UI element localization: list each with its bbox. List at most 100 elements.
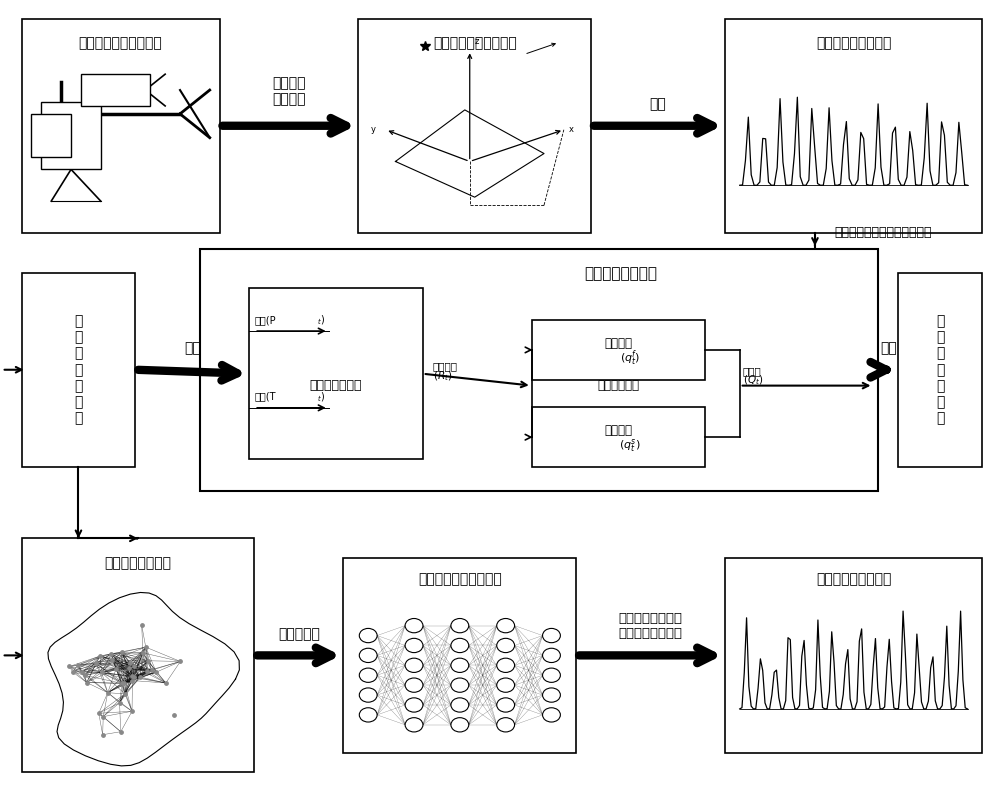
Text: $_t$): $_t$)	[317, 313, 325, 327]
Text: 率定流域水文模型: 率定流域水文模型	[584, 266, 657, 281]
Point	[74, 666, 90, 678]
Text: 输入: 输入	[184, 341, 201, 356]
Text: $(Q_t)$: $(Q_t)$	[743, 373, 763, 387]
Text: x: x	[569, 125, 574, 134]
Text: 输入校正后的长系列气象过程: 输入校正后的长系列气象过程	[835, 226, 932, 240]
Text: 温度(T: 温度(T	[254, 392, 276, 401]
Point	[108, 662, 124, 675]
Circle shape	[359, 648, 377, 662]
Bar	[81, 74, 150, 106]
Text: 实
测
日
径
流
过
程: 实 测 日 径 流 过 程	[74, 314, 83, 425]
Text: 线性演算模块: 线性演算模块	[597, 379, 639, 392]
Text: 季节性贝叶斯模式平均: 季节性贝叶斯模式平均	[433, 36, 517, 50]
Circle shape	[497, 658, 515, 673]
Text: 输出: 输出	[880, 341, 897, 356]
Text: $_t$): $_t$)	[317, 390, 325, 403]
Point	[135, 646, 151, 659]
Point	[113, 725, 129, 738]
Bar	[532, 407, 705, 467]
Point	[121, 662, 137, 674]
Bar	[725, 18, 982, 233]
Text: 构建的长短期记忆模型: 构建的长短期记忆模型	[418, 572, 502, 586]
Circle shape	[497, 678, 515, 692]
Bar	[358, 18, 591, 233]
Bar	[31, 114, 71, 157]
Bar	[532, 320, 705, 380]
Bar	[22, 539, 254, 773]
Text: 训练机器学习模型: 训练机器学习模型	[104, 556, 171, 570]
Point	[61, 660, 77, 673]
Bar	[898, 272, 982, 467]
Circle shape	[543, 628, 560, 642]
Point	[88, 657, 104, 670]
Bar	[343, 559, 576, 753]
Point	[92, 650, 108, 662]
Text: 有效降雨: 有效降雨	[433, 361, 458, 371]
Text: 地面站点
观测数据: 地面站点 观测数据	[272, 76, 306, 106]
Point	[95, 710, 111, 723]
Point	[117, 687, 133, 700]
Point	[114, 677, 130, 690]
Point	[124, 674, 140, 687]
Circle shape	[451, 658, 469, 673]
Circle shape	[451, 718, 469, 732]
Point	[79, 676, 95, 689]
Circle shape	[359, 628, 377, 642]
Circle shape	[405, 718, 423, 732]
Circle shape	[497, 618, 515, 633]
Text: $(R_t)$: $(R_t)$	[433, 369, 452, 383]
Point	[116, 677, 132, 690]
Point	[126, 671, 142, 684]
Point	[138, 641, 154, 654]
Point	[144, 664, 160, 677]
Point	[70, 658, 86, 671]
Circle shape	[497, 638, 515, 653]
Point	[140, 654, 156, 667]
Point	[172, 655, 188, 668]
Bar	[41, 102, 101, 169]
Circle shape	[405, 698, 423, 712]
Circle shape	[451, 698, 469, 712]
Circle shape	[497, 698, 515, 712]
Point	[148, 666, 164, 678]
Circle shape	[543, 668, 560, 682]
Point	[100, 686, 116, 699]
Text: z: z	[475, 38, 479, 46]
Circle shape	[359, 688, 377, 702]
Point	[114, 646, 130, 659]
Point	[166, 708, 182, 721]
Bar	[249, 288, 423, 459]
Text: $(q_t^s)$: $(q_t^s)$	[619, 436, 641, 454]
Text: 输出: 输出	[650, 97, 666, 112]
Circle shape	[543, 708, 560, 722]
Text: 慢速径流: 慢速径流	[604, 424, 632, 437]
Circle shape	[405, 618, 423, 633]
Circle shape	[405, 638, 423, 653]
Bar	[22, 18, 220, 233]
Point	[124, 705, 140, 718]
Point	[94, 666, 110, 679]
Text: $(q_t^f)$: $(q_t^f)$	[620, 348, 640, 368]
Circle shape	[543, 688, 560, 702]
Point	[124, 670, 140, 683]
Point	[65, 666, 81, 678]
Point	[126, 660, 142, 673]
Text: 推求长系列气象资料: 推求长系列气象资料	[816, 36, 891, 50]
Circle shape	[405, 658, 423, 673]
Point	[134, 618, 150, 631]
Polygon shape	[395, 110, 544, 197]
Point	[112, 696, 128, 709]
Text: y: y	[371, 125, 376, 134]
Text: 非线性损失模块: 非线性损失模块	[310, 379, 362, 392]
Text: 输入水文模型模拟
的长系列径流过程: 输入水文模型模拟 的长系列径流过程	[619, 611, 683, 639]
Point	[77, 669, 93, 682]
Circle shape	[359, 708, 377, 722]
Point	[103, 647, 119, 660]
Circle shape	[405, 678, 423, 692]
Text: 快速径流: 快速径流	[604, 337, 632, 350]
Circle shape	[543, 648, 560, 662]
Point	[139, 665, 155, 678]
Point	[95, 729, 111, 741]
Text: 校正长系列径流系列: 校正长系列径流系列	[816, 572, 891, 586]
Point	[122, 657, 138, 670]
